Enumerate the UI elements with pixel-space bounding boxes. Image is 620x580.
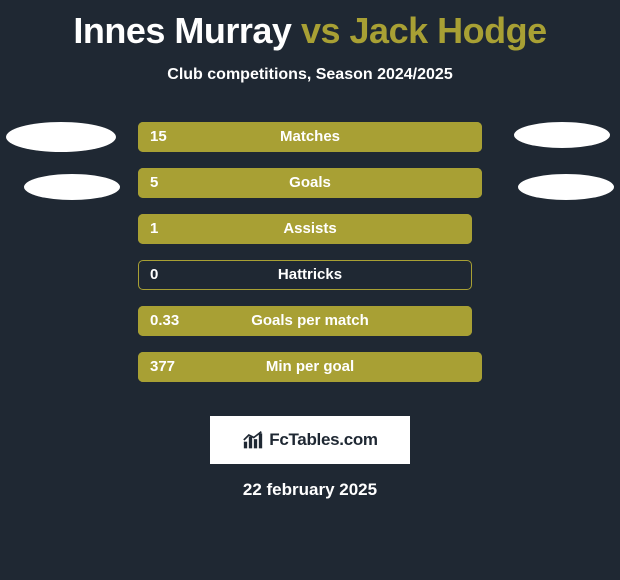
player1-name: Innes Murray: [73, 10, 291, 51]
subtitle: Club competitions, Season 2024/2025: [0, 66, 620, 84]
stat-label: Assists: [138, 214, 482, 244]
stat-row: 1Assists: [138, 214, 482, 244]
stat-row: 0Hattricks: [138, 260, 482, 290]
brand-badge: FcTables.com: [210, 416, 410, 464]
player2-name: Jack Hodge: [350, 10, 547, 51]
player2-decor-ellipse: [518, 174, 614, 200]
player1-decor-ellipse: [24, 174, 120, 200]
stat-label: Goals: [138, 168, 482, 198]
brand-text: FcTables.com: [269, 430, 378, 450]
stats-area: 15Matches 5Goals 1Assists 0Hattricks 0.33Goa…: [0, 122, 620, 402]
stat-row: 0.33Goals per match: [138, 306, 482, 336]
player2-decor-ellipse: [514, 122, 610, 148]
stat-row: 15Matches: [138, 122, 482, 152]
comparison-title: Innes Murray vs Jack Hodge: [0, 0, 620, 52]
stat-label: Goals per match: [138, 306, 482, 336]
infographic-date: 22 february 2025: [0, 480, 620, 500]
stat-label: Hattricks: [138, 260, 482, 290]
stat-row: 5Goals: [138, 168, 482, 198]
stat-label: Matches: [138, 122, 482, 152]
stat-row: 377Min per goal: [138, 352, 482, 382]
stat-bars: 15Matches 5Goals 1Assists 0Hattricks 0.33Goa…: [138, 122, 482, 398]
stat-label: Min per goal: [138, 352, 482, 382]
brand-chart-icon: [242, 430, 264, 450]
player1-decor-ellipse: [6, 122, 116, 152]
vs-separator: vs: [301, 10, 340, 51]
